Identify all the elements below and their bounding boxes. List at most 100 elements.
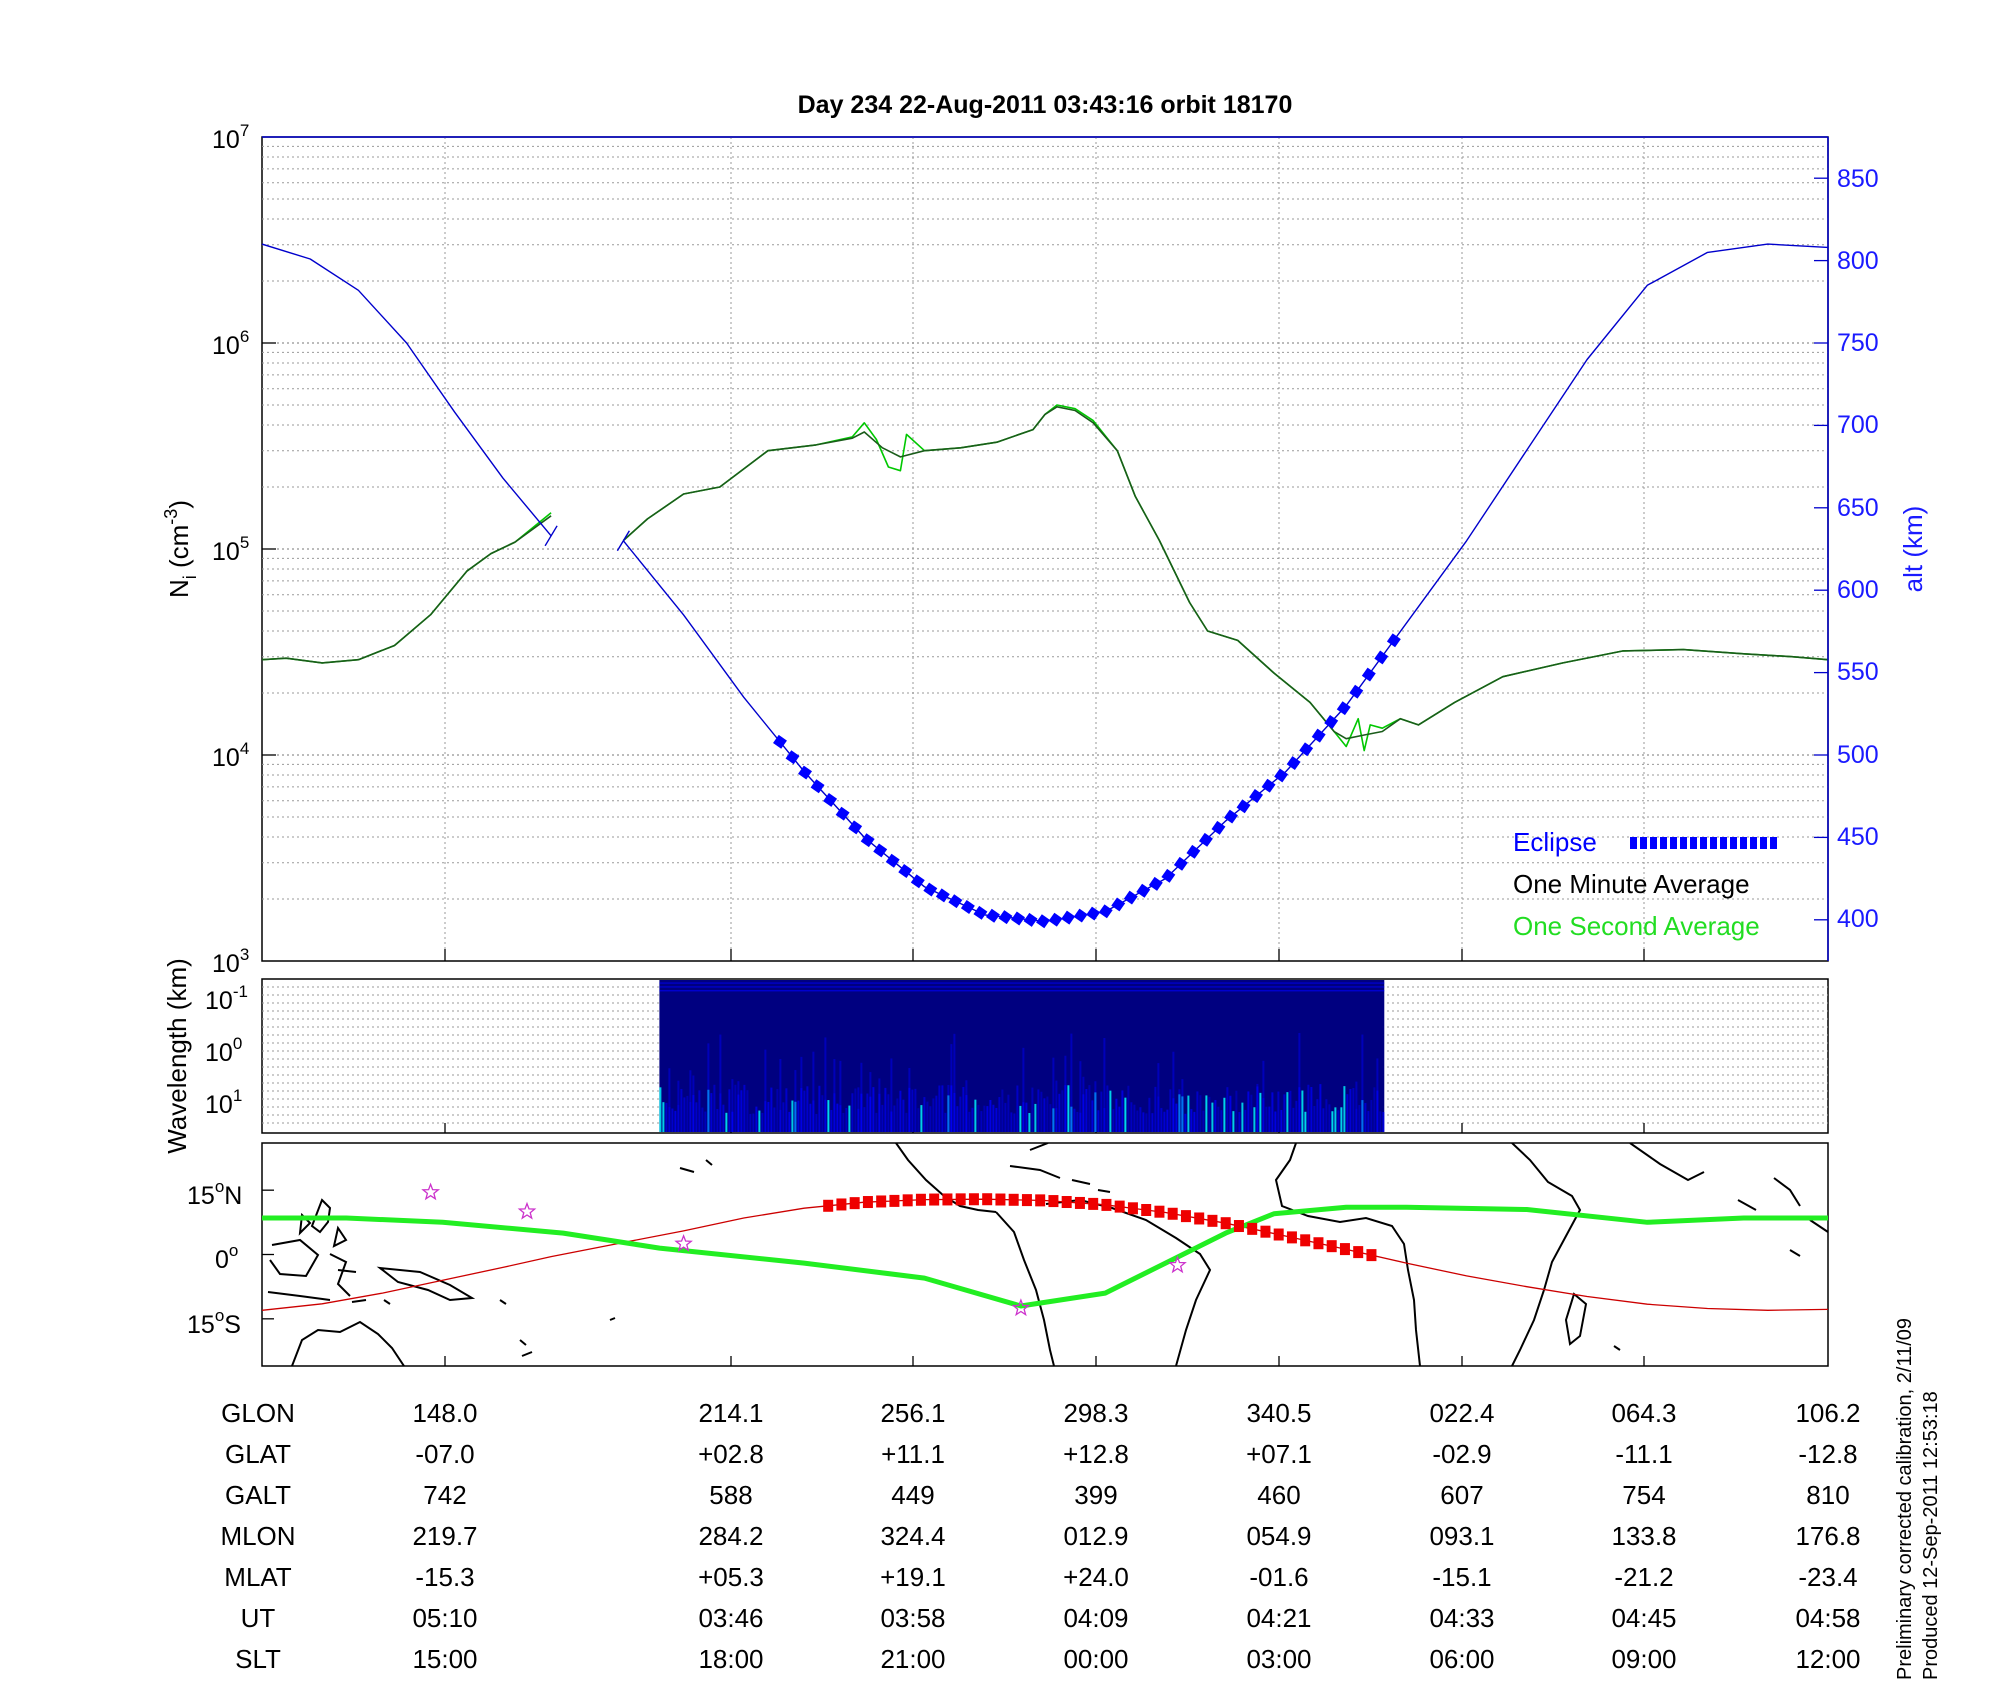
spectrogram-grid <box>262 986 1828 1133</box>
eclipse-marker <box>1336 701 1351 716</box>
eclipse-marker <box>1086 906 1101 921</box>
eclipse-track-marker <box>929 1193 940 1206</box>
eclipse-track-marker <box>1061 1196 1072 1209</box>
eclipse-marker <box>1311 728 1326 743</box>
coastlines <box>267 1143 1828 1366</box>
spectrogram-streak <box>1208 1096 1211 1132</box>
eclipse-marker <box>1349 684 1364 699</box>
spectrogram-streak <box>1199 1095 1202 1132</box>
eclipse-marker <box>823 792 838 807</box>
spectrogram-streak <box>998 1097 1001 1132</box>
spectrogram-streak <box>731 1079 734 1132</box>
coastline-arabia <box>1629 1143 1705 1182</box>
spectrogram-streak <box>677 1080 680 1132</box>
spectrogram-streak <box>833 1059 836 1132</box>
spectrogram-streak <box>872 1087 875 1132</box>
spectrogram-streak <box>869 1096 872 1132</box>
spectrogram-streak <box>737 1094 740 1132</box>
spectrogram-streak <box>1253 1107 1256 1132</box>
table-cell: 460 <box>1257 1480 1300 1510</box>
left-y-tick-labels: 107 106 105 104 103 <box>212 121 249 978</box>
spectrogram-streak <box>716 1109 719 1132</box>
spectrogram-streak <box>1241 1102 1244 1132</box>
y-tick-1e3: 103 <box>212 945 249 978</box>
table-cell: 133.8 <box>1611 1521 1676 1551</box>
eclipse-track-marker <box>1326 1240 1337 1253</box>
spectrogram-streak <box>752 1113 755 1132</box>
table-cell: -12.8 <box>1798 1439 1857 1469</box>
svg-text:Preliminary corrected calibrat: Preliminary corrected calibration, 2/11/… <box>1894 1318 1916 1680</box>
eclipse-track-marker <box>823 1199 834 1212</box>
right-y-ticks: 400 450 500 550 600 650 700 750 800 850 <box>1837 165 1879 933</box>
table-cell: +12.8 <box>1063 1439 1129 1469</box>
spectrogram-streak <box>839 1105 842 1132</box>
spectrogram-streak <box>1355 1081 1358 1132</box>
star-marker-1 <box>517 1201 537 1220</box>
spectrogram-streak <box>1145 1113 1148 1132</box>
eclipse-marker <box>1274 768 1289 783</box>
eclipse-track-marker <box>889 1194 900 1207</box>
spectrogram-streak <box>947 1095 950 1132</box>
spectrogram-streak <box>803 1090 806 1132</box>
table-cell: +07.1 <box>1246 1439 1312 1469</box>
spectrogram-streak <box>1133 1104 1136 1132</box>
table-cell: 176.8 <box>1795 1521 1860 1551</box>
spectrogram-background <box>659 980 1385 1132</box>
svg-text:Wavelength (km): Wavelength (km) <box>162 958 192 1154</box>
table-cell: -15.1 <box>1432 1562 1491 1592</box>
eclipse-track-marker <box>1074 1196 1085 1209</box>
spectrogram-streak <box>1352 1088 1355 1132</box>
spectrogram-streak <box>860 1093 863 1132</box>
top-series <box>262 243 1828 929</box>
spectrogram-streak <box>731 1111 734 1132</box>
spectrogram-streak <box>1013 1113 1016 1132</box>
spectrogram-streak <box>776 1089 779 1132</box>
spectrogram-streak <box>725 1112 728 1132</box>
spectrogram-streak <box>665 1102 668 1132</box>
spectrogram-streak <box>1361 1100 1364 1132</box>
eclipse-track-marker <box>1313 1237 1324 1250</box>
spectrogram-streak <box>1118 1106 1121 1132</box>
eclipse-track-marker <box>1088 1197 1099 1210</box>
spectrogram-streak <box>1016 1085 1019 1132</box>
alt-tick-550: 550 <box>1837 658 1879 686</box>
alt-tick-400: 400 <box>1837 905 1879 933</box>
spectrogram-streak <box>1364 1102 1367 1132</box>
spectrogram-streak <box>1211 1102 1214 1132</box>
spectrogram-streak <box>818 1085 821 1132</box>
spectrogram-streak <box>1226 1087 1229 1132</box>
table-cell: +24.0 <box>1063 1562 1129 1592</box>
star-marker-3 <box>1011 1298 1031 1317</box>
spectrogram-streak <box>1094 1092 1097 1132</box>
spectrogram-streak <box>1205 1095 1208 1132</box>
spectrogram-streak <box>1331 1111 1334 1132</box>
eclipse-track-marker <box>1154 1205 1165 1218</box>
spectrogram-streak <box>800 1056 803 1132</box>
spectrogram-streak <box>902 1099 905 1132</box>
spectrogram-streak <box>953 1033 956 1132</box>
spectrogram-streak <box>845 1107 848 1132</box>
spectrogram-streak <box>1079 1061 1082 1132</box>
spectrogram-streak <box>1247 1091 1250 1132</box>
spectrogram-streak <box>980 1111 983 1132</box>
spectrogram-streak <box>1262 1098 1265 1132</box>
spectrogram-streak <box>1121 1090 1124 1132</box>
spectrogram-streak <box>1046 1096 1049 1132</box>
spectrogram-streak <box>1010 1112 1013 1132</box>
footer-calibration: Preliminary corrected calibration, 2/11/… <box>1894 1318 1916 1680</box>
orbit-track-map-panel: 15oN 0o 15oS <box>187 1142 1829 1367</box>
series-1-segment-1 <box>622 405 1828 740</box>
spectrogram-streak <box>740 1090 743 1132</box>
alt-tick-600: 600 <box>1837 576 1879 604</box>
spectrogram-streak <box>746 1090 749 1132</box>
eclipse-track-marker <box>968 1193 979 1206</box>
spectrogram-streak <box>1166 1109 1169 1132</box>
spectrogram-streak <box>1157 1096 1160 1132</box>
eclipse-marker <box>1173 856 1188 871</box>
spectrogram-streak <box>770 1087 773 1132</box>
alt-tick-500: 500 <box>1837 741 1879 769</box>
spectrogram-streak <box>800 1088 803 1132</box>
table-cell: 106.2 <box>1795 1398 1860 1428</box>
spectrogram-streak <box>719 1093 722 1132</box>
spectrogram-streak <box>1262 1060 1265 1132</box>
